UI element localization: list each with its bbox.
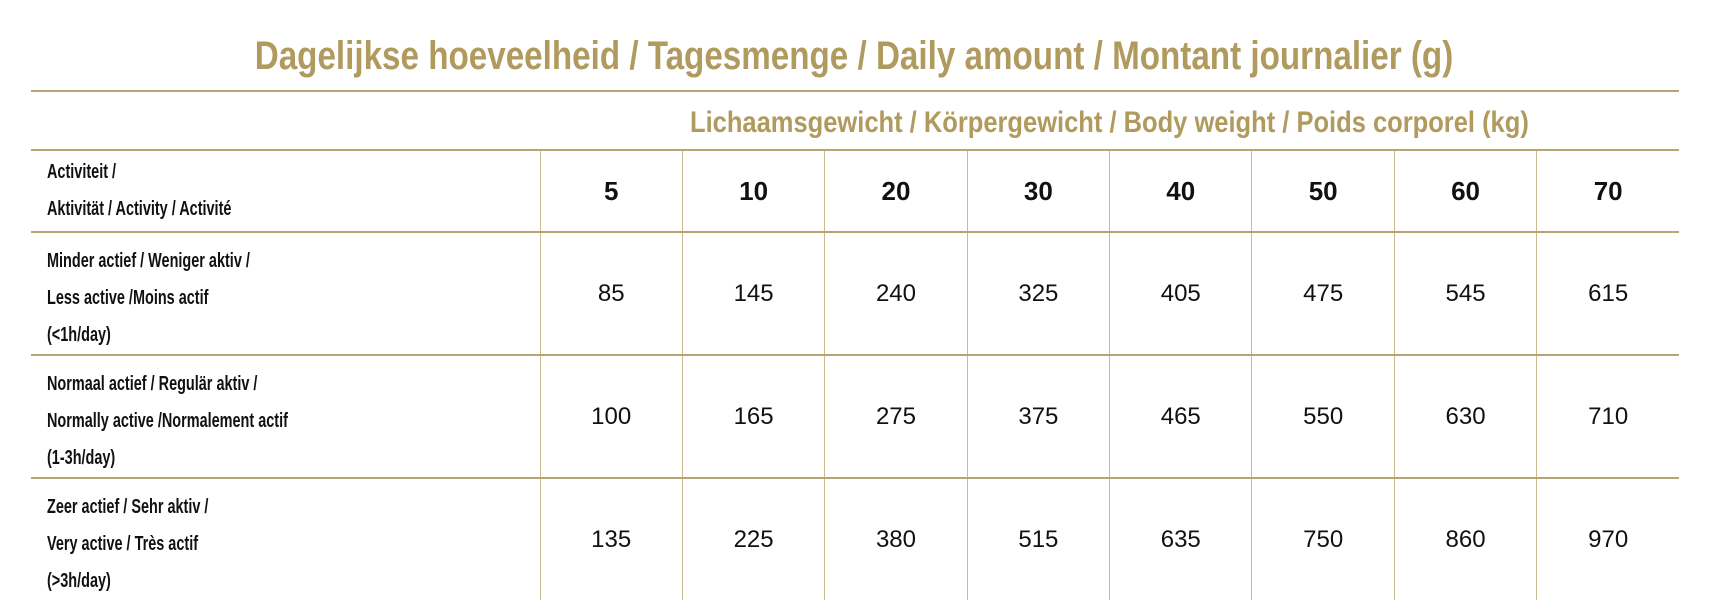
table-title: Dagelijkse hoeveelheid / Tagesmenge / Da… <box>0 34 1709 79</box>
weight-header: 30 <box>966 151 1110 232</box>
amount-cell: 100 <box>539 355 683 478</box>
amount-cell: 465 <box>1109 355 1252 478</box>
amount-cell: 515 <box>966 478 1110 600</box>
activity-label: Zeer actief / Sehr aktiv / Very active / … <box>47 496 209 592</box>
weight-header: 20 <box>824 151 968 232</box>
amount-cell: 615 <box>1536 232 1680 355</box>
activity-label: Normaal actief / Regulär aktiv / Normally… <box>47 373 288 469</box>
weight-header: 50 <box>1251 151 1395 232</box>
amount-cell: 475 <box>1251 232 1395 355</box>
weight-header: 5 <box>539 151 683 232</box>
activity-header: Activiteit / Aktivität / Activity / Activ… <box>47 161 232 220</box>
amount-cell: 750 <box>1251 478 1395 600</box>
amount-cell: 970 <box>1536 478 1680 600</box>
table-row: Zeer actief / Sehr aktiv / Very active / … <box>31 478 1680 600</box>
title-text: Dagelijkse hoeveelheid / Tagesmenge / Da… <box>255 34 1454 78</box>
subtitle-text: Lichaamsgewicht / Körpergewicht / Body w… <box>690 106 1529 139</box>
body-weight-heading: Lichaamsgewicht / Körpergewicht / Body w… <box>540 106 1679 140</box>
amount-cell: 550 <box>1251 355 1395 478</box>
amount-cell: 630 <box>1393 355 1537 478</box>
amount-cell: 325 <box>966 232 1110 355</box>
feeding-table: Activiteit / Aktivität / Activity / Activ… <box>31 151 1680 600</box>
amount-cell: 85 <box>539 232 683 355</box>
weight-header: 70 <box>1536 151 1680 232</box>
amount-cell: 240 <box>824 232 968 355</box>
amount-cell: 860 <box>1393 478 1537 600</box>
amount-cell: 545 <box>1393 232 1537 355</box>
amount-cell: 275 <box>824 355 968 478</box>
table-row: Normaal actief / Regulär aktiv / Normally… <box>31 355 1680 478</box>
amount-cell: 405 <box>1109 232 1252 355</box>
weight-header: 60 <box>1393 151 1537 232</box>
weight-header: 40 <box>1109 151 1252 232</box>
amount-cell: 225 <box>681 478 825 600</box>
amount-cell: 135 <box>539 478 683 600</box>
weight-header: 10 <box>681 151 825 232</box>
divider <box>31 149 1679 151</box>
activity-label: Minder actief / Weniger aktiv / Less acti… <box>47 250 250 346</box>
divider <box>31 90 1679 92</box>
amount-cell: 710 <box>1536 355 1680 478</box>
amount-cell: 165 <box>681 355 825 478</box>
amount-cell: 380 <box>824 478 968 600</box>
amount-cell: 375 <box>966 355 1110 478</box>
amount-cell: 635 <box>1109 478 1252 600</box>
amount-cell: 145 <box>681 232 825 355</box>
table-row: Minder actief / Weniger aktiv / Less acti… <box>31 232 1680 355</box>
header-row: Activiteit / Aktivität / Activity / Activ… <box>31 151 1680 232</box>
